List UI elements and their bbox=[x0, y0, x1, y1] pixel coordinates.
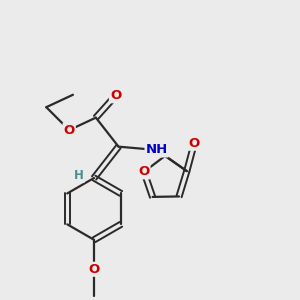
Text: O: O bbox=[189, 137, 200, 150]
Text: O: O bbox=[64, 124, 75, 136]
Text: NH: NH bbox=[146, 143, 168, 157]
Text: O: O bbox=[110, 89, 121, 102]
Text: O: O bbox=[88, 263, 100, 276]
Text: O: O bbox=[138, 165, 150, 178]
Text: H: H bbox=[74, 169, 84, 182]
